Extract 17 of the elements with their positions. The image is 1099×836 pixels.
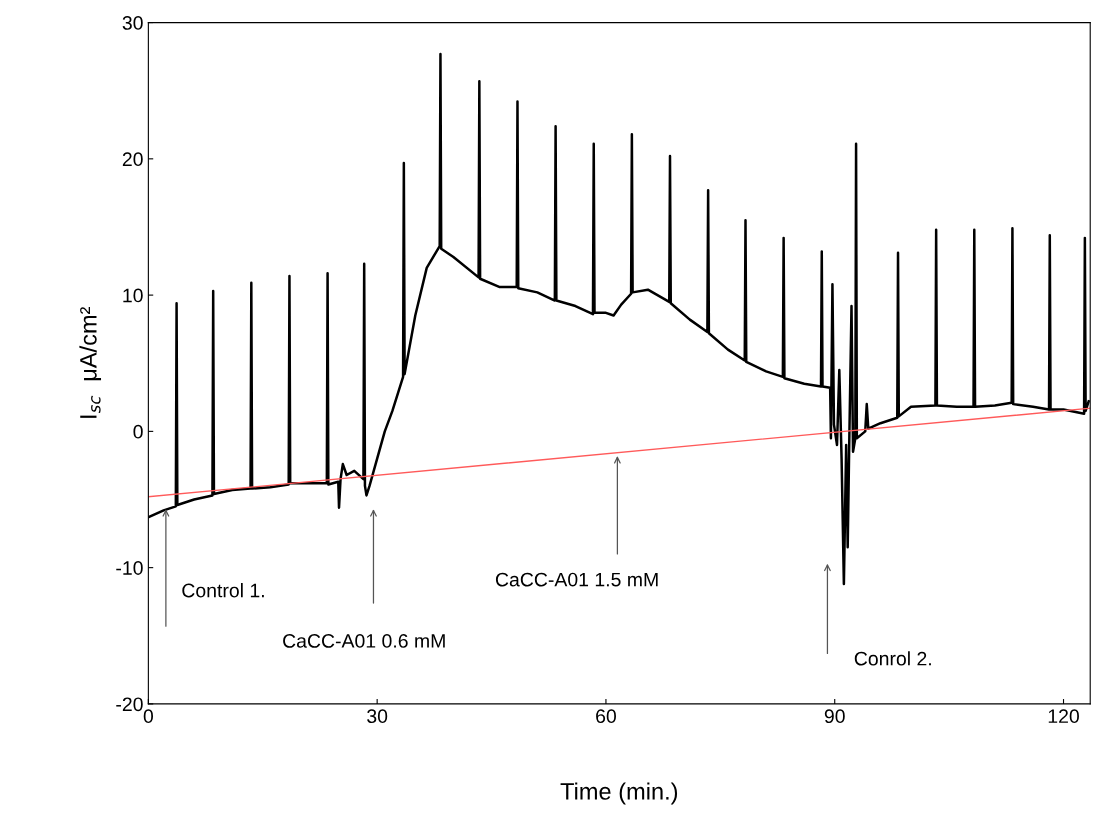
x-axis-title: Time (min.) [560,782,678,805]
x-tick-label: 120 [1048,709,1079,724]
annotation: Control 1. [182,583,264,598]
y-tick-label: 30 [122,16,143,30]
x-tick-label: 60 [596,709,616,724]
y-tick-label: 0 [133,424,143,439]
x-tick-label: 0 [143,709,154,724]
y-tick-label: 20 [122,152,143,167]
y-tick-label: 10 [123,288,143,303]
y-tick-label: -20 [116,697,143,712]
y-tick-label: -10 [116,561,143,575]
annotation: CaCC-A01 0.6 mM [283,634,445,648]
annotation: Conrol 2. [854,651,931,666]
y-axis-title: I$_{sc}$ μA/cm² [79,306,102,418]
annotation: CaCC-A01 1.5 mM [495,572,658,587]
x-tick-label: 30 [367,709,388,724]
x-tick-label: 90 [824,709,845,724]
